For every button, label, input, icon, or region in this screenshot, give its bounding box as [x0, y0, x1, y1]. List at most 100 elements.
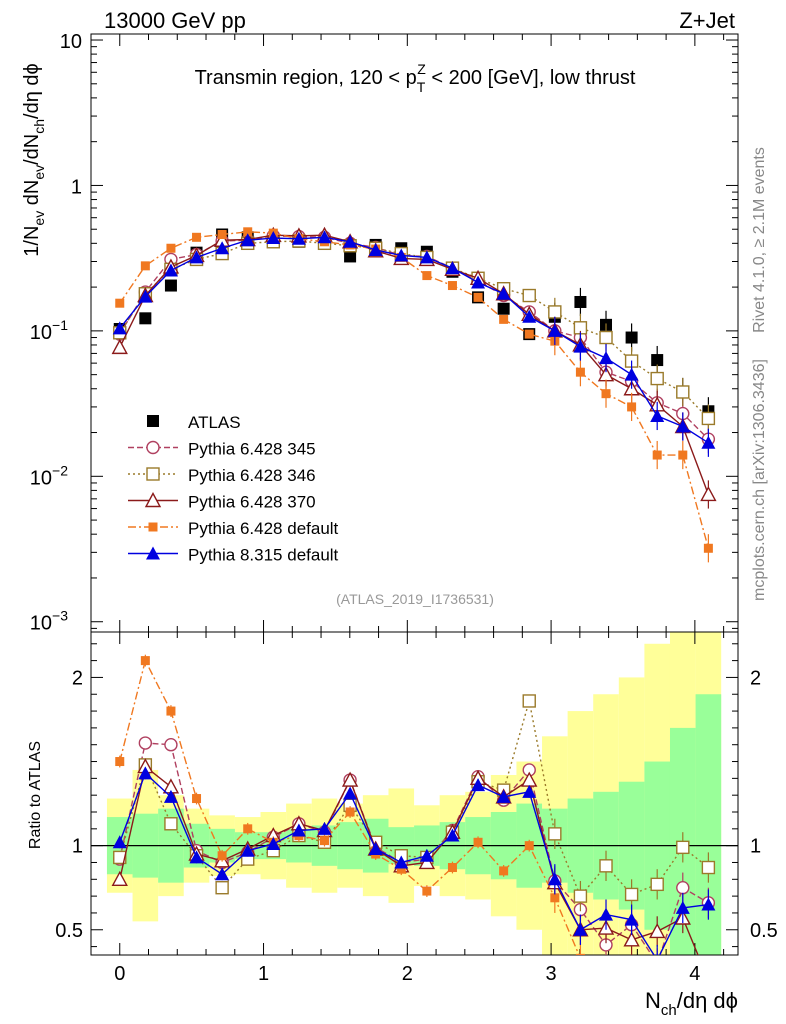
ratio-point — [163, 789, 178, 803]
data-point — [701, 435, 716, 449]
data-point — [522, 309, 537, 323]
ratio-y-tick-label: 0.5 — [55, 920, 83, 942]
legend-marker — [146, 546, 160, 560]
ratio-axis-ticks: 0.5 0.5 1 1 2 2 0 1 2 3 4 — [55, 632, 778, 985]
data-point — [473, 292, 483, 302]
ratio-point — [164, 817, 178, 831]
ratio-point — [547, 872, 562, 886]
data-point — [138, 289, 153, 303]
data-point — [164, 279, 177, 292]
ratio-point — [624, 887, 639, 902]
ratio-point — [650, 877, 664, 892]
x-tick-label: 4 — [689, 963, 700, 985]
ratio-point — [345, 807, 355, 817]
ratio-point — [701, 973, 715, 986]
ratio-point — [243, 824, 253, 834]
data-point — [266, 231, 281, 245]
data-point — [703, 543, 713, 553]
ratio-point — [623, 931, 640, 947]
data-point — [215, 241, 230, 255]
ratio-point — [166, 706, 176, 716]
data-point — [445, 261, 460, 275]
data-point — [163, 263, 178, 277]
main-axis-ticks: 10−3 10−2 10−1 1 10 — [30, 31, 738, 635]
ratio-point — [678, 976, 687, 985]
ratio-point — [215, 881, 229, 895]
data-point — [111, 338, 128, 355]
ratio-panel: 0.5 0.5 1 1 2 2 0 1 2 3 4 Ratio to ATLAS Nch/dη dϕ — [27, 631, 778, 1019]
x-tick-label: 2 — [402, 963, 413, 985]
ratio-point — [656, 953, 659, 955]
legend-label: Pythia 6.428 346 — [188, 466, 316, 485]
ratio-point — [343, 786, 358, 800]
series-line — [119, 236, 709, 444]
data-point — [422, 271, 432, 281]
legend-entry: ATLAS — [147, 413, 241, 432]
ratio-point — [575, 953, 585, 955]
ratio-point — [111, 870, 128, 886]
ratio-point — [189, 850, 204, 864]
ratio-point — [676, 840, 690, 855]
plot-title: Transmin region, 120 < pTZ < 200 [GeV], … — [195, 61, 636, 95]
ratio-point — [522, 784, 537, 798]
ratio-point — [599, 907, 614, 921]
data-point — [240, 233, 255, 247]
data-point — [343, 234, 358, 248]
data-point — [344, 250, 357, 263]
data-point — [575, 367, 585, 377]
ratio-point — [473, 837, 483, 847]
data-point — [217, 229, 227, 239]
data-point — [447, 281, 457, 291]
ratio-point — [396, 864, 406, 874]
y-tick-label: 1 — [71, 176, 82, 198]
data-point — [676, 385, 690, 399]
ratio-point — [651, 957, 663, 969]
data-point — [601, 389, 611, 399]
ratio-point — [627, 972, 636, 981]
beam-label: 13000 GeV pp — [104, 8, 246, 33]
data-point — [497, 302, 510, 315]
data-point — [471, 275, 486, 289]
data-point — [166, 243, 176, 253]
legend-entry: Pythia 6.428 370 — [128, 492, 316, 512]
ratio-point — [675, 900, 690, 914]
x-tick-label: 0 — [114, 963, 125, 985]
ratio-point — [471, 778, 486, 792]
mcplots-label: mcplots.cern.ch [arXiv:1306.3436] — [751, 359, 768, 601]
ratio-point — [522, 694, 536, 708]
data-point — [675, 419, 690, 433]
ratio-point — [291, 823, 306, 837]
data-point — [522, 288, 536, 303]
data-point — [650, 408, 665, 422]
data-point — [624, 367, 639, 381]
data-point — [627, 402, 637, 412]
main-series — [111, 226, 717, 563]
ratio-y-tick-label: 2 — [72, 667, 83, 689]
ratio-point — [550, 893, 560, 903]
ratio-series — [111, 654, 716, 986]
y-axis-label: 1/Nev dNev/dNch/dη dϕ — [21, 63, 47, 256]
legend-marker — [146, 467, 160, 481]
ratio-point — [649, 922, 666, 939]
ratio-point — [548, 827, 562, 841]
ratio-series-pythia-8-315-default — [112, 766, 716, 955]
ratio-point — [317, 821, 332, 835]
ratio-point — [164, 738, 178, 752]
ratio-point — [676, 881, 690, 895]
data-point — [394, 248, 409, 262]
ratio-point — [524, 841, 534, 851]
data-point — [112, 321, 127, 335]
x-tick-label: 1 — [258, 963, 269, 985]
legend-entry: Pythia 8.315 default — [128, 546, 339, 565]
data-point — [700, 485, 717, 502]
legend-label: Pythia 8.315 default — [188, 546, 339, 565]
legend-label: Pythia 6.428 345 — [188, 440, 316, 459]
data-point — [317, 230, 332, 244]
data-point — [652, 450, 662, 460]
data-point — [524, 329, 534, 339]
ratio-point — [599, 859, 613, 873]
legend-label: ATLAS — [188, 413, 241, 432]
y-tick-label: 10−3 — [30, 608, 68, 635]
legend-marker — [148, 522, 158, 532]
